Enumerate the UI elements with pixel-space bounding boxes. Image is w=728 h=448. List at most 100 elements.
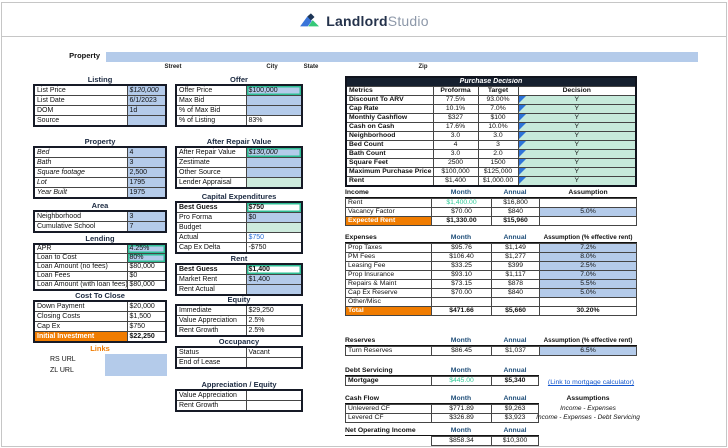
cell-value[interactable] [245, 222, 303, 233]
cell-assumption[interactable]: 5.5% [539, 279, 637, 289]
cell-target[interactable]: 7.0% [477, 104, 519, 114]
table-row: Market Rent $1,400 [175, 274, 303, 285]
cell-assumption[interactable]: 7.2% [539, 243, 637, 253]
brand-header: LandlordStudio [0, 8, 728, 34]
cell-value[interactable]: $750 [126, 321, 167, 332]
cell-target[interactable]: 1500 [477, 158, 519, 168]
table-row: Year Built 1975 [33, 187, 167, 199]
cell-value[interactable] [245, 95, 303, 106]
cell-value[interactable] [245, 389, 303, 401]
cell-value[interactable]: 4.25% [126, 243, 167, 254]
table-row: Rent $1,400.00 $16,800 [345, 198, 637, 208]
cell-assumption[interactable]: 6.5% [539, 346, 637, 356]
cell-assumption[interactable]: 2.5% [539, 261, 637, 271]
cell-value[interactable]: $100,000 [245, 84, 303, 96]
cell-value[interactable]: 83% [245, 115, 303, 127]
links-url-input[interactable] [105, 354, 167, 376]
cell-assumption[interactable]: 5.0% [539, 207, 637, 217]
note-marker-icon [519, 96, 526, 103]
table-row: Loan Amount (no fees) $80,000 [33, 262, 167, 272]
table-row: Rent $1,400 $1,000.00 Y [345, 176, 637, 187]
cell-assumption[interactable] [539, 297, 637, 307]
zl-url-label: ZL URL [50, 367, 74, 374]
mortgage-calculator-link[interactable]: (Link to mortgage calculator) [547, 379, 635, 386]
cell-value[interactable]: 2,500 [126, 167, 167, 178]
cell-value[interactable] [245, 400, 303, 412]
cell-value[interactable]: 4 [126, 146, 167, 158]
cell-annual: $16,800 [491, 198, 540, 208]
cell-proforma: 2500 [432, 158, 479, 168]
cell-value[interactable]: $1,400 [245, 274, 303, 285]
cell-value[interactable]: $1,500 [126, 311, 167, 322]
cell-annual: $10,300 [491, 436, 539, 446]
cell-assumption [539, 216, 637, 226]
table-row: After Repair Value $130,000 [175, 146, 303, 158]
reserves-header: Reserves Month Annual Assumption (% effe… [345, 337, 637, 346]
cell-target[interactable]: 2.0 [477, 149, 519, 159]
cell-target[interactable]: 93.00% [477, 95, 519, 105]
cell-value[interactable]: $130,000 [245, 146, 303, 158]
cell-assumption[interactable]: 5.0% [539, 288, 637, 298]
table-row: Loan Amount (with loan fees) $80,000 [33, 280, 167, 291]
cell-value[interactable]: $20,000 [126, 300, 167, 312]
cell-value[interactable]: 1975 [126, 187, 167, 199]
cell-value[interactable]: 1795 [126, 177, 167, 188]
cell-label: Other/Misc [345, 297, 432, 307]
cell-value[interactable]: $120,000 [126, 84, 167, 96]
table-row: Rent Growth 2.5% [175, 325, 303, 337]
cell-target[interactable]: $1,000.00 [477, 176, 519, 187]
cell-value[interactable]: $750 [245, 201, 303, 213]
cell-target[interactable]: 3.0 [477, 131, 519, 141]
col-header-metrics: Metrics [345, 86, 434, 96]
cell-value[interactable]: 1d [126, 105, 167, 116]
cell-value[interactable]: $750 [245, 232, 303, 243]
offer-table: Offer Price $100,000 Max Bid % of Max Bid… [175, 84, 303, 127]
cell-assumption[interactable]: 7.0% [539, 270, 637, 280]
cell-value[interactable] [245, 157, 303, 168]
cell-value[interactable]: 6/1/2023 [126, 95, 167, 106]
table-row: Cap Ex Delta -$750 [175, 242, 303, 254]
cell-value[interactable]: $1,400 [245, 263, 303, 275]
cell-value[interactable]: 2.5% [245, 315, 303, 326]
assumption-header: Assumption (% effective rent) [539, 337, 637, 346]
section-property: Property Bed 4 Bath 3 Square footage 2,500 … [33, 137, 167, 199]
cell-value[interactable] [126, 115, 167, 127]
table-header-row: Metrics Proforma Target Decision [345, 86, 637, 96]
cell-value[interactable]: 3 [126, 210, 167, 222]
cell-value[interactable] [245, 177, 303, 189]
cell-target[interactable]: 3 [477, 140, 519, 150]
cell-assumption[interactable]: 8.0% [539, 252, 637, 262]
note-marker-icon [519, 168, 526, 175]
cell-value[interactable]: 2.5% [245, 325, 303, 337]
table-row: Prop Taxes $95.76 $1,149 7.2% [345, 243, 637, 253]
cash-flow-header: Cash Flow Month Annual Assumptions [345, 395, 637, 404]
property-address-input[interactable] [106, 52, 698, 62]
section-lending: Lending APR 4.25% Loan to Cost 80% Loan Am… [33, 234, 167, 291]
month-header: Month [431, 337, 491, 346]
cell-value[interactable]: 7 [126, 221, 167, 233]
table-row: Unlevered CF $771.89 $9,263 [345, 404, 539, 414]
cell-annual: $5,660 [491, 306, 540, 316]
cell-value[interactable]: $0 [245, 212, 303, 223]
cell-value[interactable] [245, 105, 303, 116]
cell-value[interactable] [245, 167, 303, 178]
cell-value[interactable]: 3 [126, 157, 167, 168]
income-header: Income Month Annual Assumption [345, 189, 637, 198]
cell-label: Turn Reserves [345, 346, 432, 356]
cell-value[interactable]: $80,000 [126, 280, 167, 291]
cell-value[interactable]: $0 [126, 271, 167, 281]
table-row: Best Guess $1,400 [175, 263, 303, 275]
cell-proforma: $327 [432, 113, 479, 123]
cell-target[interactable]: $125,000 [477, 167, 519, 177]
cell-decision: Y [517, 113, 637, 123]
cell-value[interactable]: $80,000 [126, 262, 167, 272]
table-row: Loan to Cost 80% [33, 253, 167, 263]
cell-value[interactable] [245, 284, 303, 296]
col-header-target: Target [477, 86, 519, 96]
cell-annual: $840 [491, 207, 540, 217]
cell-target[interactable]: $100 [477, 113, 519, 123]
cell-value[interactable]: Vacant [245, 346, 303, 358]
cell-value[interactable]: 80% [126, 253, 167, 263]
cell-target[interactable]: 10.0% [477, 122, 519, 132]
cell-value[interactable] [245, 357, 303, 369]
